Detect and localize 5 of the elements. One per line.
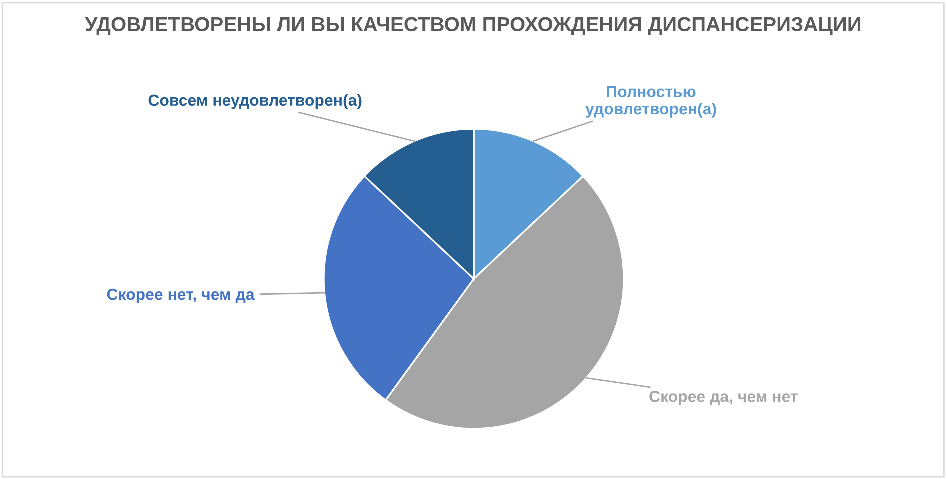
slice-label: Полностью удовлетворен(а) — [586, 86, 716, 118]
chart-title: УДОВЛЕТВОРЕНЫ ЛИ ВЫ КАЧЕСТВОМ ПРОХОЖДЕНИЯ ДИСПАНСЕРИЗАЦИИ — [85, 17, 861, 36]
slice-label: Совсем неудовлетворен(а) — [148, 94, 362, 110]
slice-label: Скорее нет, чем да — [107, 288, 255, 304]
slice-label: Скорее да, чем нет — [650, 391, 798, 406]
